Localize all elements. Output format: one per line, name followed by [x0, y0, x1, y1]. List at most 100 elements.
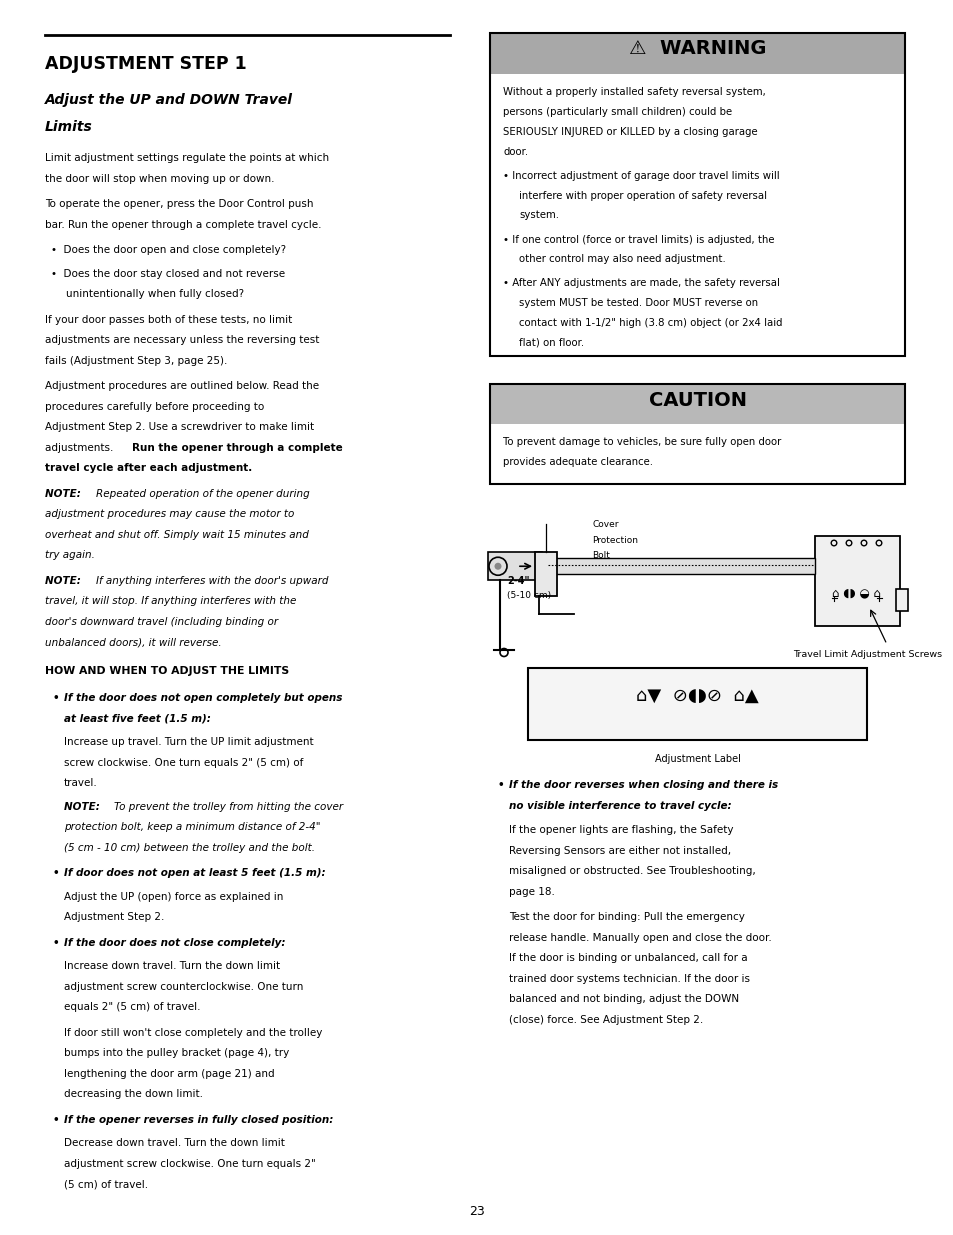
Text: travel, it will stop. If anything interferes with the: travel, it will stop. If anything interf…	[45, 597, 296, 606]
Text: Adjustment Label: Adjustment Label	[654, 755, 740, 764]
Text: •: •	[497, 781, 508, 790]
Text: SERIOUSLY INJURED or KILLED by a closing garage: SERIOUSLY INJURED or KILLED by a closing…	[502, 127, 757, 137]
Text: adjustment procedures may cause the motor to: adjustment procedures may cause the moto…	[45, 509, 294, 519]
Text: (5-10 cm): (5-10 cm)	[506, 592, 551, 600]
Text: To prevent the trolley from hitting the cover: To prevent the trolley from hitting the …	[114, 802, 343, 811]
Text: misaligned or obstructed. See Troubleshooting,: misaligned or obstructed. See Troublesho…	[509, 867, 755, 877]
Text: ⌂▼  ⊘◖◗⊘  ⌂▲: ⌂▼ ⊘◖◗⊘ ⌂▲	[636, 688, 758, 705]
Text: no visible interference to travel cycle:: no visible interference to travel cycle:	[509, 802, 731, 811]
Text: (close) force. See Adjustment Step 2.: (close) force. See Adjustment Step 2.	[509, 1015, 702, 1025]
Text: Bolt: Bolt	[592, 552, 610, 561]
Text: Reversing Sensors are either not installed,: Reversing Sensors are either not install…	[509, 846, 730, 856]
Text: bumps into the pulley bracket (page 4), try: bumps into the pulley bracket (page 4), …	[64, 1049, 289, 1058]
Text: Protection: Protection	[592, 536, 638, 545]
Text: •: •	[53, 937, 63, 947]
Text: Without a properly installed safety reversal system,: Without a properly installed safety reve…	[502, 88, 765, 98]
Text: adjustments are necessary unless the reversing test: adjustments are necessary unless the rev…	[45, 335, 319, 345]
Text: other control may also need adjustment.: other control may also need adjustment.	[518, 254, 725, 264]
Text: decreasing the down limit.: decreasing the down limit.	[64, 1089, 203, 1099]
Bar	[490, 33, 904, 74]
Text: bar. Run the opener through a complete travel cycle.: bar. Run the opener through a complete t…	[45, 220, 321, 230]
Bar	[544, 558, 814, 574]
Text: Test the door for binding: Pull the emergency: Test the door for binding: Pull the emer…	[509, 913, 744, 923]
Text: NOTE:: NOTE:	[64, 802, 103, 811]
Bar	[488, 552, 541, 580]
Text: unintentionally when fully closed?: unintentionally when fully closed?	[66, 289, 244, 299]
Text: Cover: Cover	[592, 520, 618, 530]
Text: NOTE:: NOTE:	[45, 576, 85, 585]
Text: system.: system.	[518, 210, 558, 221]
Text: If your door passes both of these tests, no limit: If your door passes both of these tests,…	[45, 315, 292, 325]
Bar	[527, 668, 866, 741]
Text: screw clockwise. One turn equals 2" (5 cm) of: screw clockwise. One turn equals 2" (5 c…	[64, 757, 303, 767]
Text: If the door does not open completely but opens: If the door does not open completely but…	[64, 693, 342, 703]
Text: Travel Limit Adjustment Screws: Travel Limit Adjustment Screws	[792, 651, 942, 659]
Text: adjustment screw counterclockwise. One turn: adjustment screw counterclockwise. One t…	[64, 982, 303, 992]
Text: Adjust the UP (open) force as explained in: Adjust the UP (open) force as explained …	[64, 892, 283, 902]
Bar	[490, 384, 904, 425]
Text: If door still won't close completely and the trolley: If door still won't close completely and…	[64, 1028, 322, 1037]
Text: Adjust the UP and DOWN Travel: Adjust the UP and DOWN Travel	[45, 93, 293, 107]
Text: persons (particularly small children) could be: persons (particularly small children) co…	[502, 107, 731, 117]
Text: Limits: Limits	[45, 120, 92, 135]
Text: 23: 23	[469, 1205, 484, 1218]
Text: • Incorrect adjustment of garage door travel limits will: • Incorrect adjustment of garage door tr…	[502, 170, 779, 180]
Bar	[490, 33, 904, 357]
Text: equals 2" (5 cm) of travel.: equals 2" (5 cm) of travel.	[64, 1002, 200, 1011]
Text: system MUST be tested. Door MUST reverse on: system MUST be tested. Door MUST reverse…	[518, 298, 758, 308]
Text: fails (Adjustment Step 3, page 25).: fails (Adjustment Step 3, page 25).	[45, 356, 227, 366]
Text: If door does not open at least 5 feet (1.5 m):: If door does not open at least 5 feet (1…	[64, 868, 325, 878]
Text: trained door systems technician. If the door is: trained door systems technician. If the …	[509, 974, 749, 984]
Text: NOTE:: NOTE:	[45, 489, 85, 499]
Text: (5 cm) of travel.: (5 cm) of travel.	[64, 1179, 148, 1189]
Text: Increase up travel. Turn the UP limit adjustment: Increase up travel. Turn the UP limit ad…	[64, 737, 314, 747]
Text: If anything interferes with the door's upward: If anything interferes with the door's u…	[95, 576, 328, 585]
Text: adjustments.: adjustments.	[45, 442, 116, 452]
Text: travel cycle after each adjustment.: travel cycle after each adjustment.	[45, 463, 252, 473]
Text: •: •	[53, 1114, 63, 1125]
Text: •  Does the door open and close completely?: • Does the door open and close completel…	[51, 245, 286, 254]
Text: If the door is binding or unbalanced, call for a: If the door is binding or unbalanced, ca…	[509, 953, 747, 963]
Text: Adjustment procedures are outlined below. Read the: Adjustment procedures are outlined below…	[45, 382, 319, 391]
Bar	[814, 536, 899, 626]
Text: the door will stop when moving up or down.: the door will stop when moving up or dow…	[45, 173, 274, 184]
Text: contact with 1-1/2" high (3.8 cm) object (or 2x4 laid: contact with 1-1/2" high (3.8 cm) object…	[518, 317, 781, 329]
Text: • After ANY adjustments are made, the safety reversal: • After ANY adjustments are made, the sa…	[502, 278, 779, 288]
Text: If the opener reverses in fully closed position:: If the opener reverses in fully closed p…	[64, 1114, 333, 1125]
Text: Decrease down travel. Turn the down limit: Decrease down travel. Turn the down limi…	[64, 1137, 285, 1149]
Text: try again.: try again.	[45, 550, 94, 559]
Bar	[895, 589, 907, 611]
Text: To prevent damage to vehicles, be sure fully open door: To prevent damage to vehicles, be sure f…	[502, 437, 781, 447]
Text: • If one control (force or travel limits) is adjusted, the: • If one control (force or travel limits…	[502, 235, 774, 245]
Text: door's downward travel (including binding or: door's downward travel (including bindin…	[45, 616, 278, 626]
Circle shape	[494, 563, 501, 569]
Text: If the opener lights are flashing, the Safety: If the opener lights are flashing, the S…	[509, 825, 733, 836]
Text: To operate the opener, press the Door Control push: To operate the opener, press the Door Co…	[45, 199, 314, 209]
Text: Adjustment Step 2. Use a screwdriver to make limit: Adjustment Step 2. Use a screwdriver to …	[45, 422, 314, 432]
Bar	[535, 552, 557, 597]
Text: ADJUSTMENT STEP 1: ADJUSTMENT STEP 1	[45, 56, 247, 73]
Text: procedures carefully before proceeding to: procedures carefully before proceeding t…	[45, 401, 264, 411]
Text: travel.: travel.	[64, 778, 97, 788]
Text: protection bolt, keep a minimum distance of 2-4": protection bolt, keep a minimum distance…	[64, 823, 320, 832]
Text: •  Does the door stay closed and not reverse: • Does the door stay closed and not reve…	[51, 268, 285, 279]
Text: If the door reverses when closing and there is: If the door reverses when closing and th…	[509, 781, 778, 790]
Text: Increase down travel. Turn the down limit: Increase down travel. Turn the down limi…	[64, 961, 280, 971]
Text: ⌂ ◖◗ ◒ ⌂: ⌂ ◖◗ ◒ ⌂	[832, 587, 881, 599]
Text: unbalanced doors), it will reverse.: unbalanced doors), it will reverse.	[45, 637, 221, 647]
Text: Run the opener through a complete: Run the opener through a complete	[132, 442, 343, 452]
Text: flat) on floor.: flat) on floor.	[518, 337, 583, 348]
Text: 2-4": 2-4"	[506, 577, 529, 587]
Text: •: •	[53, 693, 63, 703]
Text: overheat and shut off. Simply wait 15 minutes and: overheat and shut off. Simply wait 15 mi…	[45, 530, 309, 540]
Text: at least five feet (1.5 m):: at least five feet (1.5 m):	[64, 714, 211, 724]
Text: Adjustment Step 2.: Adjustment Step 2.	[64, 911, 164, 923]
Text: interfere with proper operation of safety reversal: interfere with proper operation of safet…	[518, 190, 766, 201]
Text: release handle. Manually open and close the door.: release handle. Manually open and close …	[509, 932, 771, 944]
Text: Repeated operation of the opener during: Repeated operation of the opener during	[95, 489, 309, 499]
Text: (5 cm - 10 cm) between the trolley and the bolt.: (5 cm - 10 cm) between the trolley and t…	[64, 842, 314, 852]
Text: door.: door.	[502, 147, 528, 157]
Text: adjustment screw clockwise. One turn equals 2": adjustment screw clockwise. One turn equ…	[64, 1158, 315, 1168]
Text: lengthening the door arm (page 21) and: lengthening the door arm (page 21) and	[64, 1068, 274, 1078]
Text: If the door does not close completely:: If the door does not close completely:	[64, 937, 285, 947]
